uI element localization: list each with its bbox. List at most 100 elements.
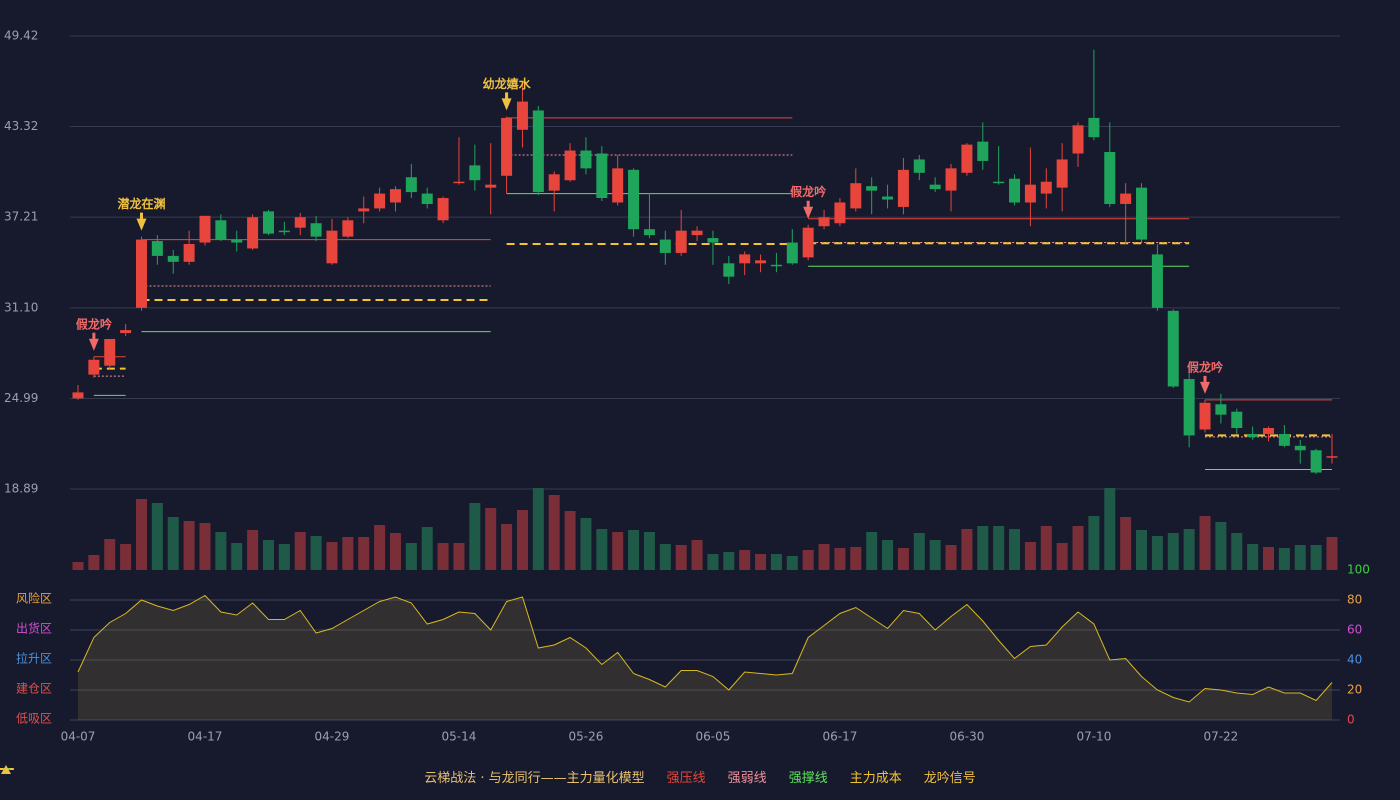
candle-body bbox=[1136, 187, 1148, 240]
volume-bar bbox=[326, 542, 338, 570]
signal-label: 潜龙在渊 bbox=[117, 196, 165, 211]
volume-bar bbox=[374, 525, 386, 570]
y-tick-label: 37.21 bbox=[4, 210, 38, 224]
x-tick-label: 06-05 bbox=[695, 730, 730, 744]
volume-bar bbox=[1263, 547, 1275, 570]
x-tick-label: 05-26 bbox=[569, 730, 604, 744]
candle-body bbox=[739, 254, 751, 264]
candle-body bbox=[1215, 404, 1227, 415]
zone-label: 建仓区 bbox=[16, 682, 52, 696]
zone-label: 出货区 bbox=[16, 621, 52, 636]
volume-bar bbox=[1151, 536, 1163, 570]
candle-body bbox=[231, 239, 243, 243]
volume-bar bbox=[675, 545, 687, 570]
volume-bar bbox=[120, 544, 132, 570]
candle-body bbox=[104, 338, 116, 366]
candle-body bbox=[945, 168, 957, 191]
x-tick-label: 04-07 bbox=[61, 730, 96, 744]
volume-bar bbox=[755, 554, 767, 570]
candle-body bbox=[993, 181, 1005, 184]
candle-body bbox=[850, 183, 862, 209]
legend: 云梯战法 · 与龙同行——主力量化模型 强压线 强弱线 强撑线 主力成本 龙吟信号 bbox=[0, 764, 1400, 788]
y2-tick-label: 60 bbox=[1347, 623, 1362, 637]
volume-bar bbox=[278, 544, 290, 570]
candle-body bbox=[310, 223, 322, 237]
volume-bar bbox=[1326, 537, 1338, 570]
volume-bar bbox=[1072, 526, 1084, 570]
y2-tick-label: 20 bbox=[1347, 683, 1362, 697]
candle-body bbox=[612, 168, 624, 203]
x-tick-label: 06-17 bbox=[822, 730, 857, 744]
volume-bar bbox=[1310, 545, 1322, 570]
y-tick-label: 49.42 bbox=[4, 29, 38, 43]
volume-bar bbox=[104, 539, 116, 570]
y2-tick-label: 100 bbox=[1347, 563, 1370, 577]
candle-body bbox=[151, 241, 163, 256]
legend-swatch bbox=[1, 765, 11, 774]
candle-body bbox=[72, 392, 84, 399]
candle-body bbox=[262, 211, 274, 234]
volume-bar bbox=[183, 521, 195, 570]
volume-bar bbox=[628, 530, 640, 570]
signal-arrow bbox=[136, 212, 147, 231]
volume-bar bbox=[1120, 517, 1132, 570]
volume-bar bbox=[215, 532, 227, 570]
volume-bar bbox=[231, 543, 243, 570]
candle-body bbox=[421, 193, 433, 204]
zone-label: 低吸区 bbox=[16, 712, 52, 726]
x-tick-label: 04-17 bbox=[188, 730, 223, 744]
zone-label: 风险区 bbox=[16, 591, 52, 606]
candle-body bbox=[1263, 428, 1275, 434]
volume-bar bbox=[1056, 543, 1068, 570]
candle-body bbox=[1294, 445, 1306, 451]
candle-body bbox=[135, 239, 147, 308]
volume-bar bbox=[659, 544, 671, 570]
volume-bar bbox=[389, 533, 401, 570]
volume-bar bbox=[135, 499, 147, 570]
candle-body bbox=[628, 169, 640, 230]
legend-title: 云梯战法 · 与龙同行——主力量化模型 bbox=[424, 770, 645, 786]
volume-bar bbox=[437, 543, 449, 570]
candle-body bbox=[1072, 125, 1084, 154]
legend-label: 强弱线 bbox=[727, 770, 767, 786]
volume-bar bbox=[961, 529, 973, 570]
candle-body bbox=[1247, 433, 1259, 437]
volume-bar bbox=[469, 503, 481, 570]
signal-arrow bbox=[803, 200, 814, 219]
candle-body bbox=[1278, 433, 1290, 446]
candle-body bbox=[326, 230, 338, 264]
candle-body bbox=[1326, 456, 1338, 458]
x-tick-label: 06-30 bbox=[949, 730, 984, 744]
x-tick-label: 04-29 bbox=[315, 730, 350, 744]
candle-body bbox=[1040, 181, 1052, 194]
volume-bar bbox=[421, 527, 433, 570]
volume-bar bbox=[294, 532, 306, 570]
candle-body bbox=[1167, 310, 1179, 387]
candle-body bbox=[389, 189, 401, 203]
volume-bar bbox=[707, 554, 719, 570]
candle-body bbox=[834, 202, 846, 224]
volume-bar bbox=[1183, 529, 1195, 570]
legend-triangle bbox=[1, 765, 11, 774]
candle-body bbox=[485, 184, 497, 188]
candle-body bbox=[770, 264, 782, 267]
volume-bar bbox=[1231, 533, 1243, 570]
signal-arrow bbox=[88, 332, 99, 351]
volume-bar bbox=[1088, 516, 1100, 570]
candle-body bbox=[1231, 411, 1243, 429]
volume-bar bbox=[310, 536, 322, 570]
volume-bar bbox=[786, 556, 798, 570]
candle-body bbox=[1120, 193, 1132, 204]
candle-body bbox=[1104, 152, 1116, 204]
volume-bar bbox=[72, 562, 84, 570]
candle-body bbox=[882, 196, 894, 200]
candle-body bbox=[120, 330, 132, 334]
volume-bar bbox=[913, 533, 925, 570]
candle-body bbox=[723, 263, 735, 277]
y2-tick-label: 40 bbox=[1347, 653, 1362, 667]
candle-body bbox=[501, 117, 513, 176]
volume-bar bbox=[818, 544, 830, 570]
candle-body bbox=[643, 229, 655, 236]
volume-bar bbox=[1215, 522, 1227, 570]
volume-bar bbox=[739, 550, 751, 570]
